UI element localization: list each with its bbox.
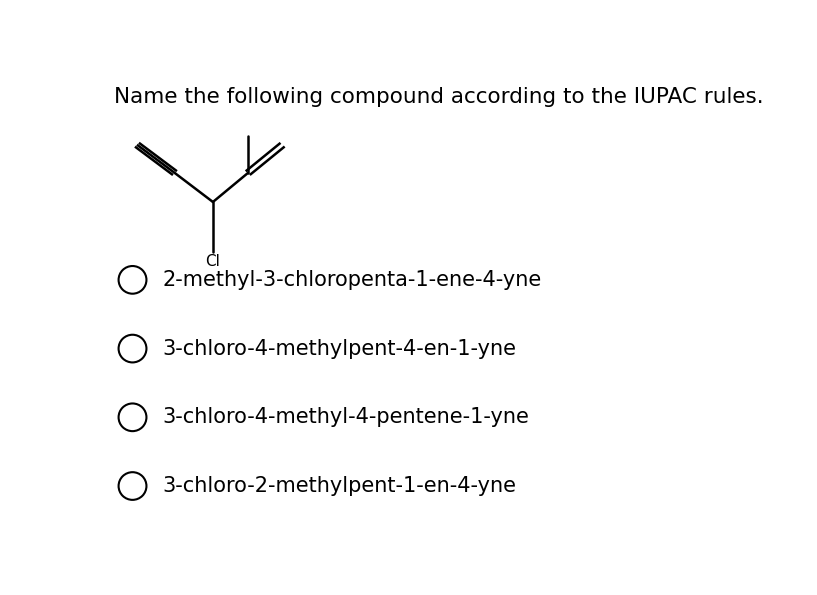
Text: 3-chloro-2-methylpent-1-en-4-yne: 3-chloro-2-methylpent-1-en-4-yne bbox=[163, 476, 516, 496]
Text: Name the following compound according to the IUPAC rules.: Name the following compound according to… bbox=[114, 87, 763, 108]
Text: 3-chloro-4-methylpent-4-en-1-yne: 3-chloro-4-methylpent-4-en-1-yne bbox=[163, 339, 516, 359]
Text: 3-chloro-4-methyl-4-pentene-1-yne: 3-chloro-4-methyl-4-pentene-1-yne bbox=[163, 408, 529, 427]
Text: Cl: Cl bbox=[206, 254, 221, 269]
Text: 2-methyl-3-chloropenta-1-ene-4-yne: 2-methyl-3-chloropenta-1-ene-4-yne bbox=[163, 270, 542, 290]
